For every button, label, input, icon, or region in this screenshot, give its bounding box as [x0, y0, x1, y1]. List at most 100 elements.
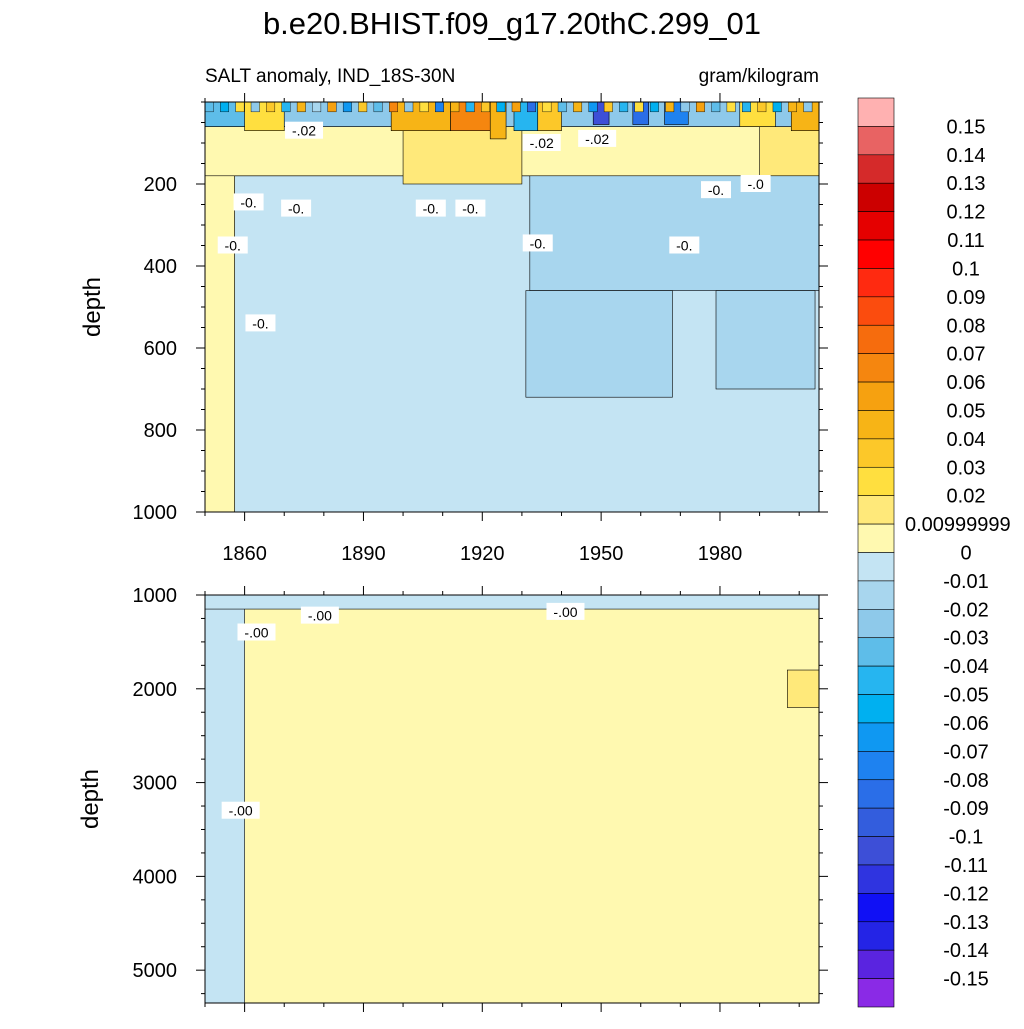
upper-contour-label: -.0 — [747, 176, 764, 192]
upper-surface-stripe — [588, 102, 598, 113]
colorbar-label: -0.02 — [943, 599, 989, 621]
colorbar-label: 0.03 — [947, 457, 986, 479]
lower-contour-label: -.00 — [308, 608, 332, 624]
lower-y-tick-label: 5000 — [133, 960, 178, 982]
colorbar-label: -0.03 — [943, 628, 989, 650]
lower-contour-label-bg — [546, 602, 585, 620]
colorbar-labels: 0.15 0.14 0.13 0.12 0.11 0.1 0.09 0.08 0.07 0.06 0… — [905, 116, 1011, 990]
lower-region-2 — [787, 669, 819, 708]
colorbar-swatch — [857, 722, 895, 752]
colorbar-label: -0.01 — [943, 571, 989, 593]
upper-contour-label: -.02 — [530, 135, 554, 151]
colorbar-swatch — [857, 211, 895, 241]
upper-surface-stripe — [527, 102, 536, 113]
colorbar-label: 0.07 — [947, 344, 986, 366]
colorbar-swatch — [857, 296, 895, 326]
upper-surface-stripe — [481, 102, 490, 113]
colorbar-label: 0.1 — [952, 258, 980, 280]
lower-y-tick-label: 1000 — [133, 585, 178, 607]
colorbar-swatch — [857, 438, 895, 468]
upper-contour-label: -0. — [530, 235, 546, 251]
lower-contour-labels: -.00 -.00 -.00 -.00 — [221, 602, 585, 819]
colorbar-label: -0.09 — [943, 798, 989, 820]
colorbar-swatch — [857, 324, 895, 354]
colorbar-swatch — [857, 495, 895, 525]
colorbar-swatch — [857, 466, 895, 496]
colorbar-label: 0.13 — [947, 173, 986, 195]
colorbar-label: -0.13 — [943, 912, 989, 934]
lower-contour-label: -.00 — [553, 604, 577, 620]
upper-ticks: 1860 1890 1920 1950 1980 200 400 600 800 1000 — [133, 93, 828, 565]
colorbar-label: -0.1 — [949, 827, 983, 849]
upper-x-tick-label: 1860 — [222, 543, 267, 565]
colorbar-swatch — [857, 126, 895, 156]
colorbar-swatch — [857, 694, 895, 724]
upper-surface-stripe — [542, 102, 552, 113]
upper-x-tick-label: 1950 — [579, 543, 624, 565]
upper-fills — [205, 102, 819, 512]
upper-surface-stripe — [342, 102, 352, 113]
colorbar-swatch — [857, 949, 895, 979]
upper-contour-label: -0. — [462, 201, 478, 217]
upper-surface-stripe — [281, 102, 291, 113]
colorbar-swatch — [857, 893, 895, 923]
colorbar-swatch — [857, 807, 895, 837]
upper-y-tick-label: 200 — [144, 174, 177, 196]
upper-y-tick-label: 600 — [144, 338, 177, 360]
upper-contour-label-bg — [245, 314, 276, 332]
upper-contour-label: -0. — [240, 194, 256, 210]
colorbar-label: -0.06 — [943, 713, 989, 735]
upper-surface-stripe — [742, 102, 751, 113]
upper-contour-label-bg — [740, 175, 771, 192]
upper-surface-stripe — [327, 102, 337, 113]
lower-ylabel: depth — [77, 769, 104, 829]
upper-y-tick-label: 400 — [144, 256, 177, 278]
upper-surface-stripe — [634, 102, 644, 113]
upper-surface-stripe — [266, 102, 276, 113]
lower-contour-label: -.00 — [244, 625, 268, 641]
panel-label-left: SALT anomaly, IND_18S-30N — [205, 66, 455, 87]
colorbar-swatch — [857, 836, 895, 866]
colorbar-swatch — [857, 552, 895, 582]
colorbar-swatch — [857, 353, 895, 383]
upper-surface-stripe — [619, 102, 629, 113]
upper-surface-stripe — [803, 102, 813, 113]
upper-x-tick-label: 1890 — [341, 543, 386, 565]
upper-surface-stripe — [696, 102, 705, 113]
lower-contour-label-bg — [237, 623, 276, 641]
lower-y-tick-label: 4000 — [133, 866, 178, 888]
upper-region-7 — [715, 290, 816, 390]
upper-contour-label-bg — [233, 193, 264, 211]
upper-surface-stripe — [220, 102, 229, 113]
upper-surface-stripe — [435, 102, 444, 113]
upper-region-5 — [529, 175, 819, 291]
upper-x-tick-label: 1920 — [460, 543, 505, 565]
colorbar-label: -0.04 — [943, 656, 989, 678]
lower-fills — [205, 595, 819, 1003]
colorbar-label: -0.12 — [943, 883, 989, 905]
upper-y-tick-label: 1000 — [133, 502, 178, 524]
colorbar-swatch — [857, 779, 895, 809]
upper-contour-label: -.02 — [585, 131, 609, 147]
upper-contour-label-bg — [281, 199, 312, 217]
upper-surface-stripe — [603, 102, 613, 113]
upper-surface-stripe — [250, 102, 260, 113]
upper-surface-stripe — [726, 102, 736, 113]
upper-region-10 — [244, 102, 285, 132]
upper-region-6 — [525, 290, 673, 398]
upper-contour-label-bg — [522, 234, 553, 252]
upper-contour-label-bg — [701, 181, 732, 199]
upper-contour-label: -0. — [252, 315, 268, 331]
colorbar-label: 0.09 — [947, 287, 986, 309]
colorbar-swatch — [857, 637, 895, 667]
colorbar-label: -0.14 — [943, 940, 989, 962]
upper-contour-label-bg — [217, 236, 248, 254]
colorbar-swatch — [857, 921, 895, 951]
colorbar-label: 0.15 — [947, 116, 986, 138]
colorbar-swatch — [857, 381, 895, 411]
lower-region-0 — [205, 595, 245, 1003]
colorbar-swatch — [857, 978, 895, 1008]
colorbar-swatch — [857, 864, 895, 894]
upper-contour-label-bg — [455, 199, 486, 217]
